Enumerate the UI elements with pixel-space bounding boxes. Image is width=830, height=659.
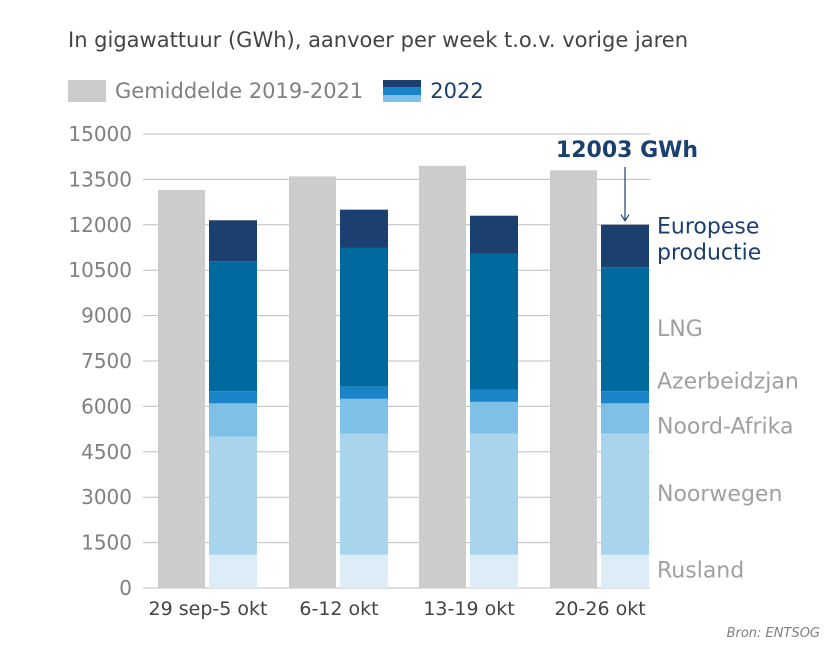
legend-swatch-2022 <box>383 80 422 102</box>
y-tick-label: 6000 <box>81 394 132 418</box>
x-tick-label: 6-12 okt <box>299 598 378 620</box>
stack-segment <box>209 220 257 262</box>
segment-label: Noord-Afrika <box>657 414 793 439</box>
y-tick-label: 9000 <box>81 304 132 328</box>
average-bar <box>550 170 597 588</box>
stack-segment <box>601 391 649 404</box>
stack-segment <box>601 224 649 268</box>
stack-segment <box>470 389 518 402</box>
stack-segment <box>209 436 257 555</box>
stack-segment <box>340 554 388 588</box>
stack-segment <box>340 398 388 434</box>
stack-segment <box>470 554 518 588</box>
annotation-arrow-head <box>620 214 630 222</box>
legend-swatch-average <box>68 80 106 102</box>
average-bar <box>419 165 466 588</box>
segment-label: LNG <box>657 317 703 342</box>
average-bar <box>158 189 205 588</box>
y-tick-label: 3000 <box>81 485 132 509</box>
y-tick-label: 12000 <box>68 213 132 237</box>
stack-segment <box>470 215 518 254</box>
stack-segment <box>470 253 518 390</box>
x-tick-label: 13-19 okt <box>423 598 514 620</box>
segment-label: Rusland <box>657 558 744 583</box>
annotation-label: 12003 GWh <box>556 138 698 163</box>
stack-segment <box>601 267 649 392</box>
stack-segment <box>209 554 257 588</box>
stack-segment <box>340 247 388 387</box>
average-bar <box>289 176 336 588</box>
legend: Gemiddelde 2019-2021 2022 <box>68 78 484 104</box>
segment-label: Europese <box>657 215 759 240</box>
stack-segment <box>601 433 649 555</box>
y-tick-label: 1500 <box>81 531 132 555</box>
y-tick-label: 13500 <box>68 167 132 191</box>
legend-label-average: Gemiddelde 2019-2021 <box>115 79 364 103</box>
stack-segment <box>601 403 649 434</box>
segment-label: productie <box>657 241 761 266</box>
y-tick-label: 0 <box>119 576 132 600</box>
y-tick-label: 15000 <box>68 122 132 146</box>
stack-segment <box>340 209 388 248</box>
legend-label-2022: 2022 <box>430 79 484 103</box>
stack-segment <box>470 401 518 434</box>
x-tick-label: 29 sep-5 okt <box>149 598 268 620</box>
stack-segment <box>209 261 257 392</box>
stack-segment <box>209 403 257 437</box>
chart-subtitle: In gigawattuur (GWh), aanvoer per week t… <box>68 28 689 52</box>
stack-segment <box>209 391 257 404</box>
y-tick-label: 4500 <box>81 440 132 464</box>
stack-segment <box>340 386 388 399</box>
y-tick-label: 7500 <box>81 349 132 373</box>
segment-label: Azerbeidzjan <box>657 369 799 394</box>
stack-segment <box>470 433 518 555</box>
y-tick-label: 10500 <box>68 258 132 282</box>
source-note: Bron: ENTSOG <box>726 626 820 641</box>
stack-segment <box>340 433 388 555</box>
segment-label: Noorwegen <box>657 482 782 507</box>
stack-segment <box>601 554 649 588</box>
x-tick-label: 20-26 okt <box>554 598 645 620</box>
